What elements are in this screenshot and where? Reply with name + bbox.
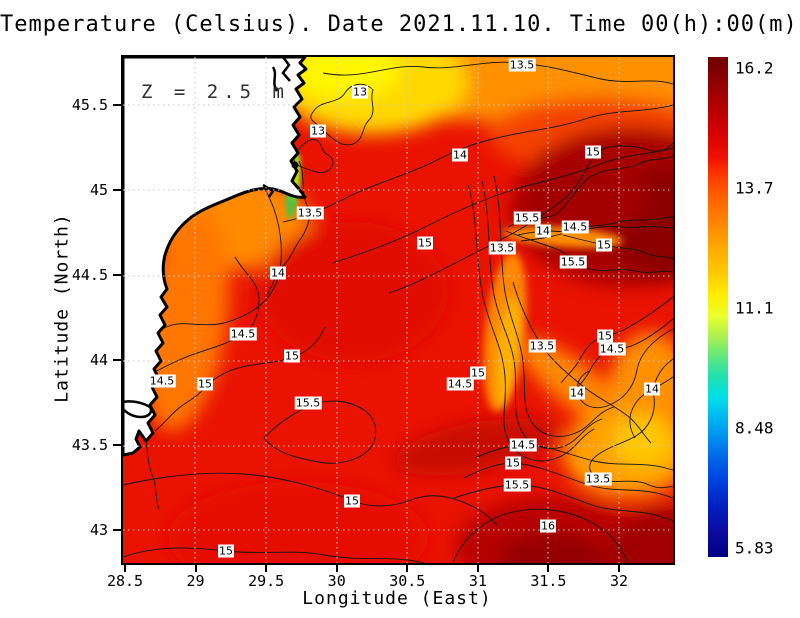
x-tick-label: 30	[327, 572, 346, 590]
x-tick-mark	[335, 565, 338, 572]
contour-label: 15	[596, 238, 612, 252]
x-tick-mark	[547, 565, 550, 572]
coastline-land	[123, 57, 308, 457]
y-tick-mark	[113, 444, 121, 446]
contour-label: 14.5	[509, 438, 537, 452]
x-tick-label: 31.5	[530, 572, 567, 590]
colorbar-tick-label: 8.48	[735, 418, 774, 438]
y-tick-mark	[113, 359, 121, 361]
land-polygon	[123, 57, 308, 457]
contour-label: 16	[540, 519, 556, 533]
y-tick-mark	[113, 274, 121, 276]
contour-label: 14.5	[598, 342, 626, 356]
contour-label: 14.5	[446, 377, 474, 391]
contour-label: 14	[569, 386, 585, 400]
y-tick-label: 45	[89, 181, 108, 199]
contour-label: 15.5	[294, 396, 322, 410]
contour-label: 15.5	[559, 255, 587, 269]
x-axis-label: Longitude (East)	[302, 588, 492, 609]
colorbar-gradient	[708, 57, 728, 557]
delta-islet	[291, 161, 299, 169]
y-tick-mark	[113, 529, 121, 531]
contour-label: 13	[352, 85, 368, 99]
y-tick-mark	[113, 189, 121, 191]
grid-lines	[123, 57, 673, 563]
y-tick-label: 44	[89, 351, 108, 369]
contour-label: 15.5	[503, 478, 531, 492]
x-tick-label: 30.5	[389, 572, 426, 590]
colorbar-tick-label: 16.2	[735, 58, 774, 78]
x-tick-label: 32	[609, 572, 629, 590]
contour-label: 15	[344, 494, 360, 508]
contour-label: 13.5	[488, 241, 516, 255]
x-tick-mark	[476, 565, 479, 572]
colorbar-tick-label: 13.7	[735, 178, 774, 198]
contour-label: 13.5	[584, 472, 612, 486]
contour-label: 15	[284, 349, 300, 363]
contour-label: 13.5	[528, 339, 556, 353]
contour-label: 14	[644, 382, 660, 396]
colorbar-tick-label: 5.83	[735, 538, 774, 558]
colorbar-tick-label: 11.1	[735, 298, 774, 318]
figure-title: Temperature (Celsius). Date 2021.11.10. …	[0, 12, 800, 37]
contour-label: 14.5	[561, 220, 589, 234]
contour-label: 15	[470, 366, 486, 380]
y-tick-label: 43	[89, 521, 108, 539]
contour-label: 15	[197, 377, 213, 391]
y-tick-label: 43.5	[71, 436, 108, 454]
contour-label: 13.5	[296, 206, 324, 220]
x-tick-label: 29	[186, 572, 205, 590]
depth-annotation: Z = 2.5 m	[141, 81, 289, 103]
y-axis-label: Latitude (North)	[51, 213, 73, 403]
x-tick-mark	[265, 565, 268, 572]
contour-label: 14	[535, 224, 551, 238]
contour-label: 15	[417, 236, 433, 250]
contour-label: 15	[597, 329, 613, 343]
x-tick-label: 28.5	[106, 572, 144, 590]
x-tick-label: 31	[468, 572, 487, 590]
temperature-field-svg	[123, 57, 673, 563]
y-tick-label: 45.5	[71, 96, 108, 114]
y-tick-label: 44.5	[71, 266, 108, 284]
contour-label: 15	[585, 145, 601, 159]
delta-channels	[123, 57, 291, 419]
contour-label: 14.5	[148, 374, 176, 388]
x-tick-mark	[406, 565, 409, 572]
y-tick-mark	[113, 104, 121, 106]
contour-label: 15	[218, 544, 234, 558]
contour-label: 15	[505, 456, 521, 470]
contour-label: 13	[310, 124, 326, 138]
contour-label: 14.5	[229, 327, 257, 341]
contour-label: 14	[452, 148, 468, 162]
contour-label: 15.5	[513, 211, 541, 225]
x-tick-mark	[124, 565, 126, 572]
map-plot: Z = 2.5 m 13.5 13 13 14 15 13.5 15.5 14 14.5 15 13…	[121, 55, 675, 565]
x-tick-mark	[194, 565, 197, 572]
x-tick-label: 29.5	[248, 572, 285, 590]
contour-label: 13.5	[508, 58, 536, 72]
x-tick-mark	[617, 565, 620, 572]
contour-label: 14	[270, 266, 286, 280]
